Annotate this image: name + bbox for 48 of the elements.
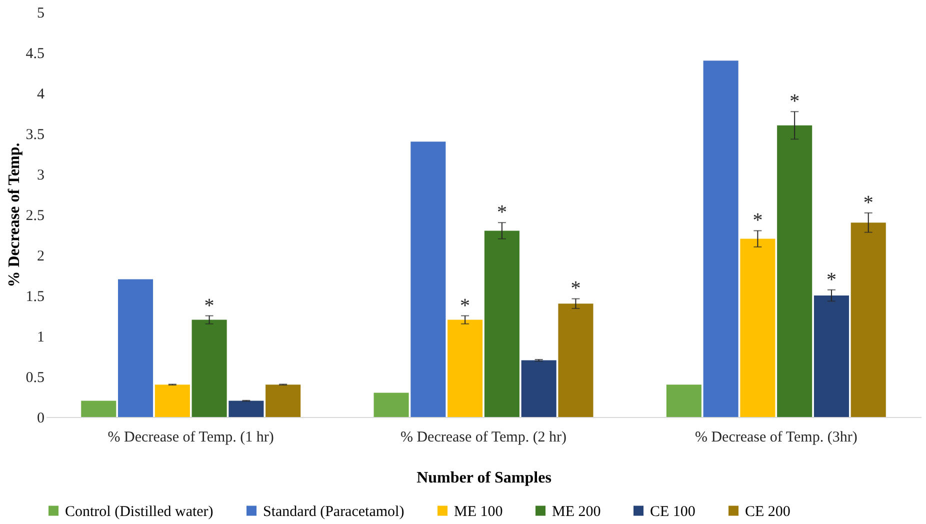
y-tick-label: 1 bbox=[37, 330, 44, 346]
y-tick-label: 4 bbox=[37, 86, 45, 102]
legend-label: ME 100 bbox=[454, 504, 503, 520]
bar bbox=[814, 296, 849, 417]
data-label: * bbox=[460, 294, 470, 317]
y-tick-label: 1.5 bbox=[26, 289, 44, 305]
y-tick-label: 5 bbox=[37, 6, 44, 22]
x-axis-title: Number of Samples bbox=[416, 470, 552, 486]
y-tick-label: 3 bbox=[37, 168, 44, 184]
bar bbox=[666, 384, 702, 417]
bar bbox=[448, 320, 483, 417]
x-tick-label: % Decrease of Temp. (2 hr) bbox=[400, 430, 567, 446]
bar bbox=[154, 384, 190, 417]
legend-label: ME 200 bbox=[552, 504, 601, 520]
x-tick-label: % Decrease of Temp. (1 hr) bbox=[108, 430, 274, 446]
bar bbox=[118, 279, 154, 417]
data-label: * bbox=[752, 210, 763, 232]
y-tick-label: 0.5 bbox=[26, 370, 44, 386]
y-tick-label: 2.5 bbox=[26, 208, 44, 224]
data-label: * bbox=[826, 268, 836, 291]
y-tick-label: 0 bbox=[37, 410, 44, 426]
bar bbox=[81, 400, 116, 417]
bar bbox=[266, 384, 301, 417]
bar bbox=[484, 230, 520, 417]
legend-label: CE 200 bbox=[745, 504, 790, 520]
data-label: * bbox=[570, 278, 581, 300]
y-tick-label: 2 bbox=[37, 248, 44, 264]
bar bbox=[521, 360, 556, 417]
x-tick-label: % Decrease of Temp. (3hr) bbox=[694, 430, 858, 446]
bar bbox=[374, 392, 409, 417]
bar bbox=[228, 400, 264, 417]
bar bbox=[850, 222, 886, 417]
bar bbox=[410, 142, 446, 417]
y-axis-title: % Decrease of Temp. bbox=[6, 142, 23, 288]
y-tick-label: 3.5 bbox=[26, 127, 44, 143]
legend-label: CE 100 bbox=[650, 504, 696, 520]
bar bbox=[558, 304, 594, 417]
data-label: * bbox=[790, 90, 800, 113]
bar bbox=[703, 60, 738, 417]
data-label: * bbox=[863, 192, 874, 214]
bar bbox=[740, 238, 776, 417]
bar bbox=[192, 320, 227, 417]
y-tick-label: 4.5 bbox=[26, 46, 44, 62]
data-label: * bbox=[204, 294, 214, 317]
legend-label: Control (Distilled water) bbox=[65, 504, 214, 520]
legend-label: Standard (Paracetamol) bbox=[263, 504, 404, 520]
bar bbox=[777, 125, 812, 417]
data-label: * bbox=[496, 202, 507, 224]
